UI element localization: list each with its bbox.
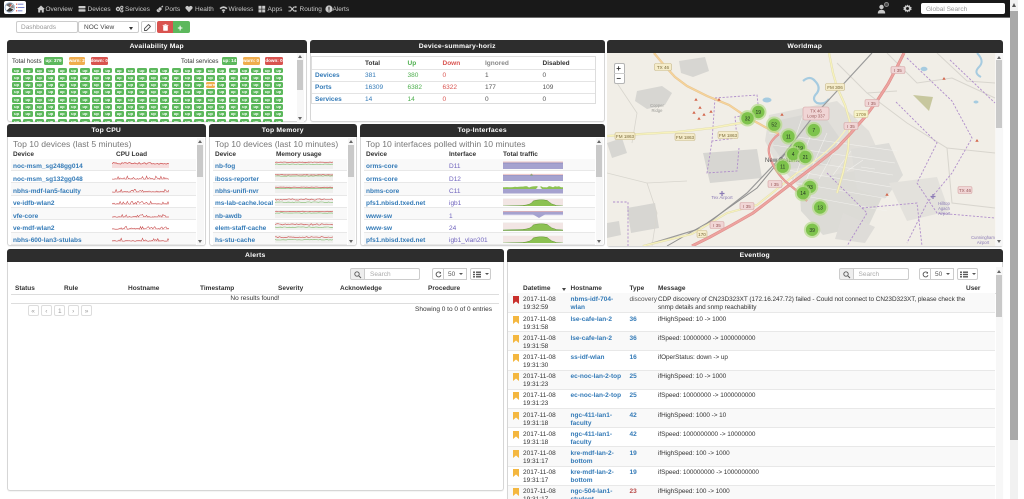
svg-text:21: 21 bbox=[803, 155, 809, 161]
svg-text:4: 4 bbox=[792, 152, 795, 158]
svg-text:FM 1863: FM 1863 bbox=[676, 134, 695, 139]
svg-text:I 35: I 35 bbox=[771, 181, 779, 186]
svg-text:Agach: Agach bbox=[938, 206, 951, 211]
svg-text:Copper: Copper bbox=[650, 103, 664, 108]
svg-text:TX 46: TX 46 bbox=[657, 64, 670, 69]
svg-text:39: 39 bbox=[809, 227, 815, 233]
svg-text:Tex Airport: Tex Airport bbox=[711, 195, 733, 200]
svg-text:52: 52 bbox=[771, 122, 777, 128]
svg-text:I 35: I 35 bbox=[868, 100, 876, 105]
svg-text:93: 93 bbox=[807, 184, 813, 190]
svg-text:I 35: I 35 bbox=[894, 67, 902, 72]
svg-text:11: 11 bbox=[786, 134, 791, 140]
svg-text:Loop 337: Loop 337 bbox=[807, 113, 826, 118]
svg-text:I 35: I 35 bbox=[743, 203, 751, 208]
svg-text:Airport: Airport bbox=[977, 240, 990, 245]
svg-text:I 35: I 35 bbox=[713, 222, 721, 227]
svg-text:19: 19 bbox=[756, 110, 762, 116]
svg-text:FM 1863: FM 1863 bbox=[616, 133, 635, 138]
svg-text:13: 13 bbox=[817, 205, 823, 211]
svg-text:32: 32 bbox=[745, 116, 751, 122]
svg-text:Hilltop: Hilltop bbox=[938, 201, 950, 206]
svg-text:I 35: I 35 bbox=[847, 123, 855, 128]
svg-text:Cunningham: Cunningham bbox=[971, 235, 995, 240]
svg-text:Airport: Airport bbox=[938, 211, 951, 216]
svg-text:TX 46: TX 46 bbox=[810, 108, 822, 113]
svg-text:14: 14 bbox=[800, 191, 806, 197]
svg-text:FM 1863: FM 1863 bbox=[719, 132, 738, 137]
svg-text:Ridge: Ridge bbox=[652, 108, 664, 113]
svg-text:7: 7 bbox=[812, 128, 815, 134]
svg-text:FM 306: FM 306 bbox=[827, 84, 843, 89]
svg-text:170: 170 bbox=[698, 231, 706, 236]
svg-text:TX 46: TX 46 bbox=[959, 187, 972, 192]
svg-text:1709: 1709 bbox=[856, 111, 867, 116]
svg-text:11: 11 bbox=[780, 164, 785, 170]
